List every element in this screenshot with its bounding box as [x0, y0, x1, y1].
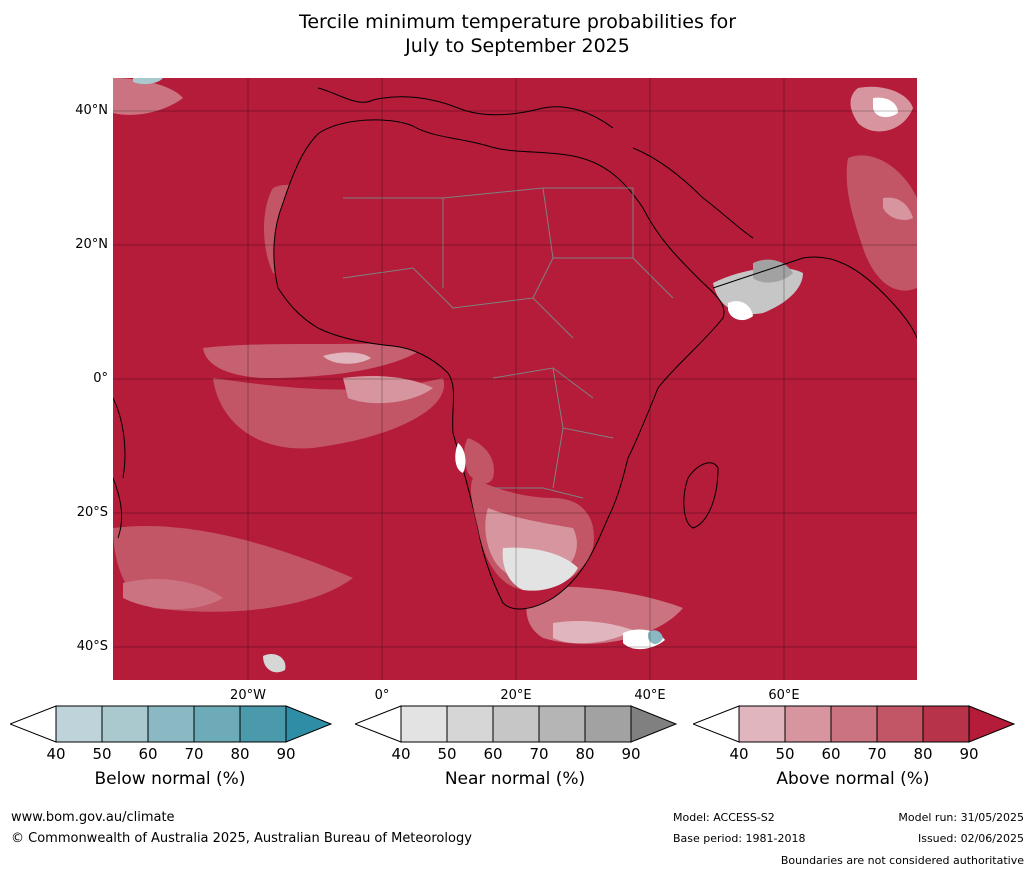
above-swatch-high [968, 705, 1016, 743]
country-borders [342, 187, 674, 499]
below-swatch-high [285, 705, 333, 743]
model-text: Model: ACCESS-S2 [673, 811, 775, 824]
below-swatch-4 [193, 705, 241, 743]
above-tick: 60 [821, 745, 841, 763]
below-tick: 90 [276, 745, 296, 763]
below-normal-title: Below normal (%) [94, 769, 246, 789]
above-swatch-5 [922, 705, 970, 743]
map-svg [113, 78, 917, 680]
graticule [113, 78, 917, 680]
above-normal-title: Above normal (%) [776, 769, 930, 789]
lat-label-20n: 20°N [75, 237, 108, 252]
below-swatch-1 [55, 705, 103, 743]
copyright-text: © Commonwealth of Australia 2025, Austra… [11, 831, 472, 846]
lon-label-20e: 20°E [500, 688, 532, 703]
probability-map [113, 78, 917, 680]
issued-text: Issued: 02/06/2025 [917, 832, 1024, 845]
below-swatch-5 [239, 705, 287, 743]
lon-label-20w: 20°W [230, 688, 266, 703]
colorbar-near-normal: 40 50 60 70 80 90 Near normal (%) [353, 705, 678, 815]
madagascar [683, 462, 719, 529]
colorbar-below-svg [8, 705, 333, 743]
lon-label-60e: 60°E [768, 688, 800, 703]
below-tick: 60 [138, 745, 158, 763]
map-title: Tercile minimum temperature probabilitie… [0, 10, 1035, 58]
lat-label-20s: 20°S [76, 505, 108, 520]
above-swatch-low [691, 705, 740, 743]
above-tick: 80 [913, 745, 933, 763]
near-swatch-4 [538, 705, 586, 743]
africa-land [273, 119, 803, 610]
website-link[interactable]: www.bom.gov.au/climate [11, 810, 175, 825]
above-tick: 70 [867, 745, 887, 763]
below-swatch-3 [147, 705, 195, 743]
lat-label-0: 0° [93, 371, 108, 386]
colorbar-near-svg [353, 705, 678, 743]
title-line-2: July to September 2025 [405, 35, 630, 57]
near-swatch-2 [446, 705, 494, 743]
lat-label-40n: 40°N [75, 103, 108, 118]
base-period-text: Base period: 1981-2018 [673, 832, 806, 845]
near-tick: 60 [483, 745, 503, 763]
above-swatch-3 [830, 705, 878, 743]
near-swatch-low [353, 705, 402, 743]
disclaimer-text: Boundaries are not considered authoritat… [780, 854, 1024, 867]
near-tick: 70 [529, 745, 549, 763]
colorbar-above-normal: 40 50 60 70 80 90 Above normal (%) [691, 705, 1016, 815]
lon-label-0: 0° [374, 688, 390, 703]
colorbar-below-normal: 40 50 60 70 80 90 Below normal (%) [8, 705, 333, 815]
near-swatch-1 [400, 705, 448, 743]
above-swatch-4 [876, 705, 924, 743]
lat-label-40s: 40°S [76, 639, 108, 654]
near-swatch-5 [584, 705, 632, 743]
below-swatch-2 [101, 705, 149, 743]
above-tick: 50 [775, 745, 795, 763]
coastlines [113, 87, 917, 539]
above-tick: 40 [729, 745, 749, 763]
below-tick: 70 [184, 745, 204, 763]
model-run-text: Model run: 31/05/2025 [898, 811, 1024, 824]
below-tick: 40 [46, 745, 66, 763]
above-tick: 90 [959, 745, 979, 763]
near-tick: 80 [575, 745, 595, 763]
near-tick: 40 [391, 745, 411, 763]
near-normal-title: Near normal (%) [444, 769, 586, 789]
near-swatch-high [630, 705, 678, 743]
lon-label-40e: 40°E [634, 688, 666, 703]
title-line-1: Tercile minimum temperature probabilitie… [298, 11, 737, 33]
colorbar-above-svg [691, 705, 1016, 743]
above-swatch-2 [784, 705, 832, 743]
near-tick: 50 [437, 745, 457, 763]
above-swatch-1 [738, 705, 786, 743]
below-tick: 50 [92, 745, 112, 763]
below-swatch-low [8, 705, 57, 743]
near-tick: 90 [621, 745, 641, 763]
near-swatch-3 [492, 705, 540, 743]
below-tick: 80 [230, 745, 250, 763]
